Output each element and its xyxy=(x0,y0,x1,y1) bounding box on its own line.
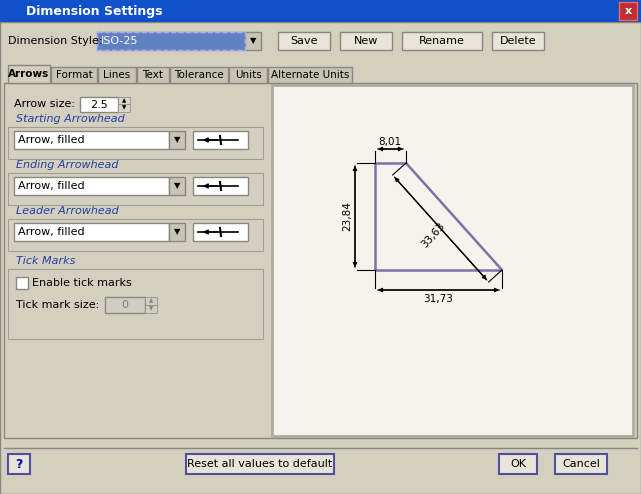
Bar xyxy=(14,223,169,241)
Text: ▲: ▲ xyxy=(149,298,153,303)
Bar xyxy=(268,67,352,83)
Text: Tolerance: Tolerance xyxy=(174,70,224,80)
Bar xyxy=(8,219,263,251)
Text: Starting Arrowhead: Starting Arrowhead xyxy=(16,114,125,124)
Text: Arrow, filled: Arrow, filled xyxy=(18,135,85,145)
Bar xyxy=(16,277,28,289)
Text: 33,63: 33,63 xyxy=(419,221,447,249)
Bar xyxy=(97,32,245,50)
Text: ▼: ▼ xyxy=(174,228,180,237)
Text: Save: Save xyxy=(290,36,318,46)
Bar xyxy=(278,32,330,50)
Text: ▼: ▼ xyxy=(250,37,256,45)
Text: Dimension Style:: Dimension Style: xyxy=(8,36,103,46)
Text: New: New xyxy=(354,36,378,46)
Bar xyxy=(145,305,157,313)
Text: Cancel: Cancel xyxy=(562,459,600,469)
Text: Reset all values to default: Reset all values to default xyxy=(187,459,333,469)
Text: 31,73: 31,73 xyxy=(423,294,453,304)
Text: Leader Arrowhead: Leader Arrowhead xyxy=(16,206,119,216)
Bar xyxy=(193,223,248,241)
Text: x: x xyxy=(624,6,631,16)
Text: ▲: ▲ xyxy=(122,98,126,103)
Bar xyxy=(14,177,169,195)
Bar xyxy=(118,97,130,104)
Bar xyxy=(272,85,633,436)
Text: 2.5: 2.5 xyxy=(90,99,108,110)
Bar xyxy=(619,2,637,20)
Bar xyxy=(145,297,157,305)
Bar xyxy=(80,97,118,112)
Bar xyxy=(193,131,248,149)
Text: Tick Marks: Tick Marks xyxy=(16,256,76,266)
Bar xyxy=(170,67,228,83)
Text: Arrow size:: Arrow size: xyxy=(14,99,75,109)
Text: Dimension Settings: Dimension Settings xyxy=(26,4,163,17)
Bar xyxy=(8,454,30,474)
Text: OK: OK xyxy=(510,459,526,469)
Text: Rename: Rename xyxy=(419,36,465,46)
Text: ▼: ▼ xyxy=(149,306,153,312)
Bar xyxy=(492,32,544,50)
Bar xyxy=(499,454,537,474)
Text: Alternate Units: Alternate Units xyxy=(271,70,349,80)
Bar xyxy=(14,131,169,149)
Bar xyxy=(169,131,185,149)
Text: Arrow, filled: Arrow, filled xyxy=(18,181,85,191)
Bar xyxy=(51,67,97,83)
Text: 23,84: 23,84 xyxy=(342,201,352,231)
Bar xyxy=(118,104,130,112)
Text: Tick mark size:: Tick mark size: xyxy=(16,300,99,310)
Bar xyxy=(340,32,392,50)
Text: ▼: ▼ xyxy=(174,135,180,145)
Text: Enable tick marks: Enable tick marks xyxy=(32,278,132,288)
Text: 8,01: 8,01 xyxy=(378,137,401,147)
Bar xyxy=(245,32,261,50)
Bar xyxy=(137,67,169,83)
Bar xyxy=(8,127,263,159)
Text: Lines: Lines xyxy=(103,70,131,80)
Text: Text: Text xyxy=(142,70,163,80)
Text: Delete: Delete xyxy=(500,36,537,46)
Bar xyxy=(8,65,50,83)
Text: ISO-25: ISO-25 xyxy=(101,36,138,46)
Bar xyxy=(193,177,248,195)
Bar xyxy=(186,454,334,474)
Bar xyxy=(8,173,263,205)
Bar xyxy=(555,454,607,474)
Bar xyxy=(8,269,263,339)
Bar xyxy=(229,67,267,83)
Text: Units: Units xyxy=(235,70,262,80)
Bar xyxy=(4,83,637,438)
Text: ▼: ▼ xyxy=(174,181,180,191)
Text: ?: ? xyxy=(15,457,22,470)
Bar xyxy=(98,67,136,83)
Text: Arrow, filled: Arrow, filled xyxy=(18,227,85,237)
Text: Ending Arrowhead: Ending Arrowhead xyxy=(16,160,119,170)
Bar xyxy=(169,223,185,241)
Bar xyxy=(169,177,185,195)
Bar xyxy=(105,297,145,313)
Bar xyxy=(97,32,245,50)
Text: ▼: ▼ xyxy=(122,106,126,111)
Text: Format: Format xyxy=(56,70,92,80)
Bar xyxy=(402,32,482,50)
Text: 0: 0 xyxy=(122,300,128,310)
Bar xyxy=(0,0,641,22)
Text: Arrows: Arrows xyxy=(8,69,49,79)
